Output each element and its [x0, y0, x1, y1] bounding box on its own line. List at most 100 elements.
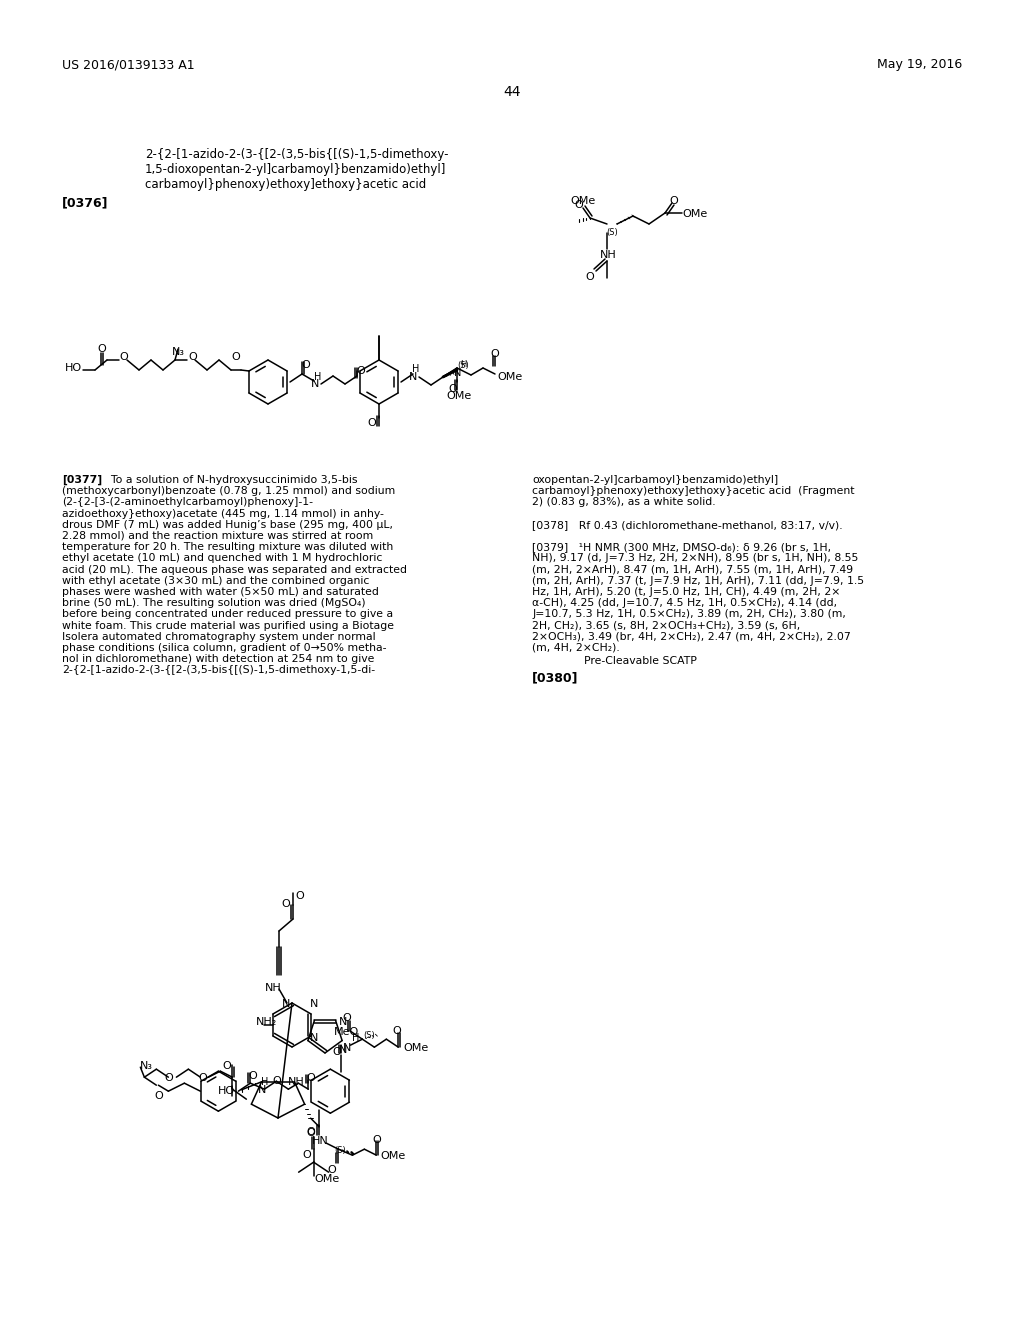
- Text: oxopentan-2-yl]carbamoyl}benzamido)ethyl]: oxopentan-2-yl]carbamoyl}benzamido)ethyl…: [532, 475, 778, 484]
- Text: (S): (S): [606, 228, 617, 238]
- Text: N: N: [311, 379, 319, 389]
- Text: O: O: [328, 1166, 336, 1175]
- Text: O: O: [392, 1026, 401, 1036]
- Text: [0376]: [0376]: [62, 195, 109, 209]
- Text: acid (20 mL). The aqueous phase was separated and extracted: acid (20 mL). The aqueous phase was sepa…: [62, 565, 407, 574]
- Text: H: H: [314, 372, 322, 381]
- Text: O: O: [669, 195, 678, 206]
- Text: NH: NH: [265, 983, 282, 993]
- Text: O: O: [272, 1076, 281, 1086]
- Text: drous DMF (7 mL) was added Hunig’s base (295 mg, 400 μL,: drous DMF (7 mL) was added Hunig’s base …: [62, 520, 393, 529]
- Text: H: H: [412, 364, 420, 374]
- Text: (2-{2-[3-(2-aminoethylcarbamoyl)phenoxy]-1-: (2-{2-[3-(2-aminoethylcarbamoyl)phenoxy]…: [62, 498, 313, 507]
- Text: O: O: [303, 1150, 311, 1160]
- Text: N: N: [339, 1016, 347, 1027]
- Text: O: O: [281, 899, 290, 909]
- Text: O: O: [301, 360, 309, 370]
- Text: 2H, CH₂), 3.65 (s, 8H, 2×OCH₃+CH₂), 3.59 (s, 6H,: 2H, CH₂), 3.65 (s, 8H, 2×OCH₃+CH₂), 3.59…: [532, 620, 800, 631]
- Text: O: O: [295, 891, 304, 902]
- Text: H: H: [352, 1034, 359, 1043]
- Text: 1,5-dioxopentan-2-yl]carbamoyl}benzamido)ethyl]: 1,5-dioxopentan-2-yl]carbamoyl}benzamido…: [145, 162, 446, 176]
- Text: J=10.7, 5.3 Hz, 1H, 0.5×CH₂), 3.89 (m, 2H, CH₂), 3.80 (m,: J=10.7, 5.3 Hz, 1H, 0.5×CH₂), 3.89 (m, 2…: [532, 610, 846, 619]
- Text: 44: 44: [503, 84, 521, 99]
- Text: N: N: [343, 1043, 352, 1053]
- Text: temperature for 20 h. The resulting mixture was diluted with: temperature for 20 h. The resulting mixt…: [62, 543, 393, 552]
- Text: NH), 9.17 (d, J=7.3 Hz, 2H, 2×NH), 8.95 (br s, 1H, NH), 8.55: NH), 9.17 (d, J=7.3 Hz, 2H, 2×NH), 8.95 …: [532, 553, 858, 564]
- Text: N: N: [454, 368, 462, 378]
- Text: O: O: [585, 272, 594, 282]
- Text: N: N: [339, 1045, 347, 1055]
- Text: OMe: OMe: [403, 1043, 429, 1053]
- Text: ethyl acetate (10 mL) and quenched with 1 M hydrochloric: ethyl acetate (10 mL) and quenched with …: [62, 553, 382, 564]
- Text: O: O: [199, 1073, 207, 1084]
- Text: phase conditions (silica column, gradient of 0→50% metha-: phase conditions (silica column, gradien…: [62, 643, 386, 653]
- Text: OMe: OMe: [497, 372, 522, 381]
- Text: To a solution of N-hydroxysuccinimido 3,5-bis: To a solution of N-hydroxysuccinimido 3,…: [104, 475, 357, 484]
- Text: H: H: [261, 1077, 268, 1088]
- Text: HO: HO: [65, 363, 82, 374]
- Text: HN: HN: [312, 1137, 329, 1146]
- Text: 2-{2-[1-azido-2-(3-{[2-(3,5-bis{[(S)-1,5-dimethoxy-: 2-{2-[1-azido-2-(3-{[2-(3,5-bis{[(S)-1,5…: [145, 148, 449, 161]
- Text: O: O: [306, 1073, 315, 1084]
- Text: MeO: MeO: [335, 1027, 359, 1038]
- Text: before being concentrated under reduced pressure to give a: before being concentrated under reduced …: [62, 610, 393, 619]
- Text: O: O: [97, 345, 105, 354]
- Text: white foam. This crude material was purified using a Biotage: white foam. This crude material was puri…: [62, 620, 394, 631]
- Text: 2.28 mmol) and the reaction mixture was stirred at room: 2.28 mmol) and the reaction mixture was …: [62, 531, 374, 541]
- Text: carbamoyl}phenoxy)ethoxy]ethoxy}acetic acid  (Fragment: carbamoyl}phenoxy)ethoxy]ethoxy}acetic a…: [532, 486, 854, 496]
- Text: OMe: OMe: [570, 195, 595, 206]
- Text: [0380]: [0380]: [532, 671, 579, 684]
- Text: O: O: [342, 1014, 351, 1023]
- Text: May 19, 2016: May 19, 2016: [877, 58, 962, 71]
- Text: NH: NH: [289, 1077, 305, 1088]
- Text: α-CH), 4.25 (dd, J=10.7, 4.5 Hz, 1H, 0.5×CH₂), 4.14 (dd,: α-CH), 4.25 (dd, J=10.7, 4.5 Hz, 1H, 0.5…: [532, 598, 838, 609]
- Text: (methoxycarbonyl)benzoate (0.78 g, 1.25 mmol) and sodium: (methoxycarbonyl)benzoate (0.78 g, 1.25 …: [62, 486, 395, 496]
- Text: (S): (S): [335, 1146, 346, 1155]
- Text: N: N: [409, 372, 418, 381]
- Text: N: N: [310, 999, 318, 1008]
- Text: O: O: [188, 352, 197, 362]
- Text: [0378]   Rf 0.43 (dichloromethane-methanol, 83:17, v/v).: [0378] Rf 0.43 (dichloromethane-methanol…: [532, 520, 843, 529]
- Text: Hz, 1H, ArH), 5.20 (t, J=5.0 Hz, 1H, CH), 4.49 (m, 2H, 2×: Hz, 1H, ArH), 5.20 (t, J=5.0 Hz, 1H, CH)…: [532, 587, 841, 597]
- Text: Pre-Cleavable SCATP: Pre-Cleavable SCATP: [584, 656, 696, 667]
- Text: N: N: [258, 1085, 266, 1096]
- Text: [0377]: [0377]: [62, 475, 102, 486]
- Text: US 2016/0139133 A1: US 2016/0139133 A1: [62, 58, 195, 71]
- Text: O: O: [119, 352, 128, 362]
- Text: (m, 4H, 2×CH₂).: (m, 4H, 2×CH₂).: [532, 643, 620, 653]
- Text: O: O: [306, 1129, 315, 1138]
- Text: NH: NH: [600, 249, 616, 260]
- Text: brine (50 mL). The resulting solution was dried (MgSO₄): brine (50 mL). The resulting solution wa…: [62, 598, 366, 609]
- Text: O: O: [449, 384, 457, 393]
- Text: N₃: N₃: [172, 347, 185, 356]
- Text: (S): (S): [364, 1031, 375, 1040]
- Text: OMe: OMe: [446, 391, 471, 401]
- Text: NH₂: NH₂: [256, 1016, 278, 1027]
- Text: azidoethoxy}ethoxy)acetate (445 mg, 1.14 mmol) in anhy-: azidoethoxy}ethoxy)acetate (445 mg, 1.14…: [62, 508, 384, 519]
- Text: N: N: [310, 1034, 318, 1043]
- Text: O: O: [155, 1092, 163, 1101]
- Text: 2-{2-[1-azido-2-(3-{[2-(3,5-bis{[(S)-1,5-dimethoxy-1,5-di-: 2-{2-[1-azido-2-(3-{[2-(3,5-bis{[(S)-1,5…: [62, 665, 375, 676]
- Text: O: O: [367, 418, 376, 428]
- Text: OMe: OMe: [314, 1175, 340, 1184]
- Text: nol in dichloromethane) with detection at 254 nm to give: nol in dichloromethane) with detection a…: [62, 655, 375, 664]
- Text: OMe: OMe: [380, 1151, 406, 1162]
- Text: N₃: N₃: [140, 1061, 154, 1072]
- Text: with ethyl acetate (3×30 mL) and the combined organic: with ethyl acetate (3×30 mL) and the com…: [62, 576, 370, 586]
- Text: O: O: [249, 1072, 257, 1081]
- Text: O: O: [490, 348, 499, 359]
- Text: O: O: [222, 1061, 231, 1072]
- Text: [0379]   ¹H NMR (300 MHz, DMSO-d₆): δ 9.26 (br s, 1H,: [0379] ¹H NMR (300 MHz, DMSO-d₆): δ 9.26…: [532, 543, 831, 552]
- Text: O: O: [231, 352, 240, 362]
- Text: (m, 2H, 2×ArH), 8.47 (m, 1H, ArH), 7.55 (m, 1H, ArH), 7.49: (m, 2H, 2×ArH), 8.47 (m, 1H, ArH), 7.55 …: [532, 565, 853, 574]
- Text: phases were washed with water (5×50 mL) and saturated: phases were washed with water (5×50 mL) …: [62, 587, 379, 597]
- Text: N: N: [282, 999, 291, 1008]
- Text: O: O: [373, 1135, 381, 1146]
- Text: O: O: [306, 1127, 315, 1138]
- Text: (m, 2H, ArH), 7.37 (t, J=7.9 Hz, 1H, ArH), 7.11 (dd, J=7.9, 1.5: (m, 2H, ArH), 7.37 (t, J=7.9 Hz, 1H, ArH…: [532, 576, 864, 586]
- Text: O: O: [356, 366, 365, 376]
- Text: 2) (0.83 g, 83%), as a white solid.: 2) (0.83 g, 83%), as a white solid.: [532, 498, 716, 507]
- Text: (S): (S): [457, 360, 469, 370]
- Text: HO: HO: [217, 1086, 234, 1096]
- Text: O: O: [574, 201, 583, 210]
